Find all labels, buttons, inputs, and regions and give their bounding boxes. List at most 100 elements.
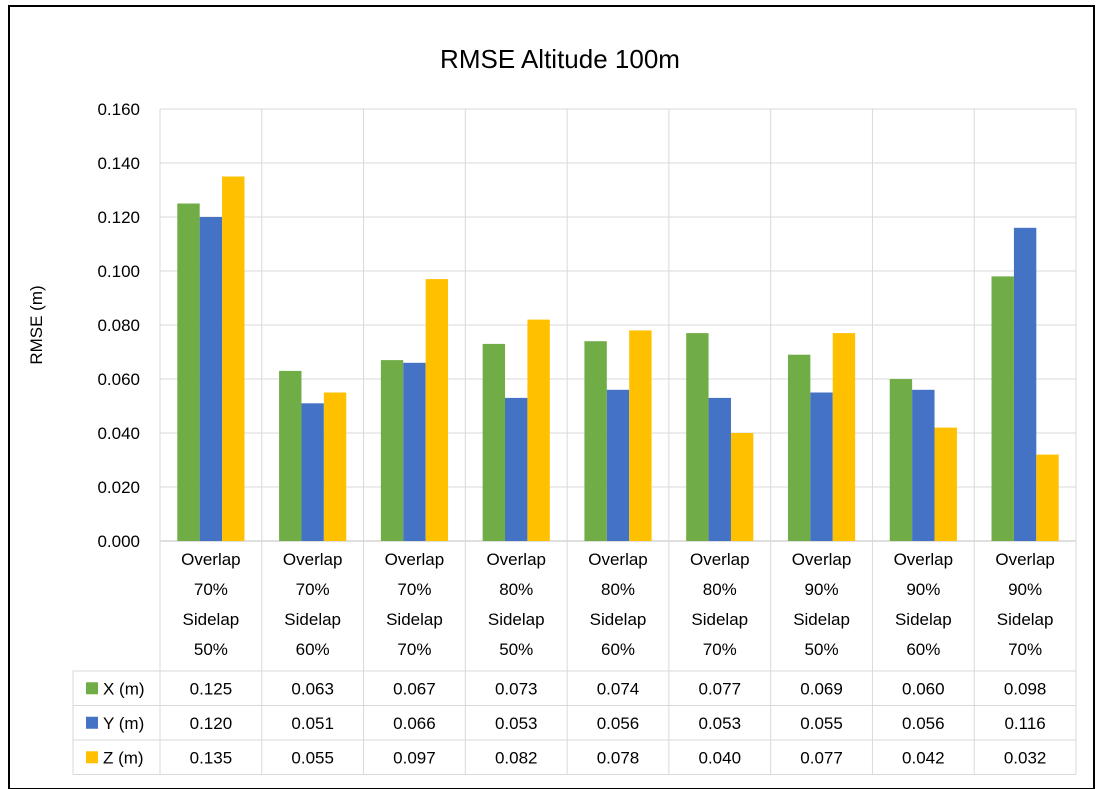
- category-label-line: Sidelap: [284, 610, 341, 629]
- table-cell-value: 0.042: [902, 748, 945, 767]
- category-label-line: Overlap: [385, 550, 445, 569]
- y-tick-label: 0.160: [97, 100, 140, 119]
- table-cell-value: 0.067: [393, 679, 436, 698]
- bar-ym-6: [708, 397, 731, 541]
- data-table: X (m) 0.125 0.063 0.067 0.073 0.074 0.077 0.069…: [72, 670, 1076, 775]
- bar-ym-3: [403, 362, 426, 541]
- table-cell-value: 0.053: [699, 714, 742, 733]
- y-tick-label: 0.140: [97, 154, 140, 173]
- bar-xm-7: [787, 354, 811, 541]
- y-tick-label: 0.000: [97, 532, 140, 551]
- category-label-line: Overlap: [486, 550, 546, 569]
- y-tick-label: 0.040: [97, 424, 140, 443]
- category-label-line: Sidelap: [691, 610, 748, 629]
- legend-key-ym: [86, 716, 98, 729]
- category-label-line: 70%: [194, 580, 228, 599]
- table-cell-value: 0.120: [190, 714, 233, 733]
- bar-xm-8: [889, 379, 913, 541]
- y-tick-label: 0.100: [97, 262, 140, 281]
- category-label-line: 60%: [296, 640, 330, 659]
- table-cell-value: 0.032: [1004, 748, 1047, 767]
- bar-zm-4: [527, 319, 550, 541]
- table-cell-value: 0.135: [190, 748, 233, 767]
- category-label-line: 50%: [499, 640, 533, 659]
- category-label-line: 60%: [601, 640, 635, 659]
- category-label-8: Overlap 90% Sidelap 60%: [894, 550, 954, 659]
- category-label-line: Sidelap: [183, 610, 240, 629]
- bar-zm-9: [1036, 454, 1059, 541]
- table-cell-value: 0.078: [597, 748, 640, 767]
- table-cell-value: 0.077: [699, 679, 742, 698]
- category-label-line: 90%: [1008, 580, 1042, 599]
- chart-title: RMSE Altitude 100m: [440, 44, 680, 74]
- table-cell-value: 0.055: [800, 714, 843, 733]
- category-labels: Overlap 70% Sidelap 50% Overlap 70% Sidelap 60%…: [181, 550, 1055, 659]
- category-label-9: Overlap 90% Sidelap 70%: [995, 550, 1055, 659]
- legend-key-zm: [86, 751, 98, 764]
- category-label-1: Overlap 70% Sidelap 50%: [181, 550, 241, 659]
- category-label-line: 80%: [601, 580, 635, 599]
- bar-zm-2: [323, 392, 347, 541]
- bar-xm-6: [686, 333, 709, 541]
- table-cell-value: 0.053: [495, 714, 538, 733]
- category-label-line: 50%: [805, 640, 839, 659]
- category-label-4: Overlap 80% Sidelap 50%: [486, 550, 546, 659]
- category-label-line: Overlap: [283, 550, 343, 569]
- category-label-line: 80%: [499, 580, 533, 599]
- category-label-line: 60%: [906, 640, 940, 659]
- category-label-line: 70%: [296, 580, 330, 599]
- bar-xm-5: [584, 341, 607, 541]
- bar-zm-5: [629, 330, 652, 541]
- bar-xm-2: [279, 370, 302, 541]
- category-label-line: 70%: [397, 640, 431, 659]
- legend-key-xm: [86, 682, 98, 695]
- bar-zm-6: [730, 433, 754, 541]
- category-label-line: 80%: [703, 580, 737, 599]
- y-tick-label: 0.020: [97, 478, 140, 497]
- category-label-3: Overlap 70% Sidelap 70%: [385, 550, 445, 659]
- category-label-line: Sidelap: [488, 610, 545, 629]
- bar-ym-2: [301, 403, 324, 541]
- y-tick-label: 0.120: [97, 208, 140, 227]
- category-label-line: Sidelap: [895, 610, 952, 629]
- bar-zm-7: [832, 333, 856, 541]
- table-cell-value: 0.055: [291, 748, 334, 767]
- category-label-line: 70%: [1008, 640, 1042, 659]
- table-cell-value: 0.082: [495, 748, 538, 767]
- bar-xm-3: [380, 360, 404, 541]
- category-label-7: Overlap 90% Sidelap 50%: [792, 550, 852, 659]
- category-label-line: 90%: [906, 580, 940, 599]
- table-cell-value: 0.056: [902, 714, 945, 733]
- bar-ym-8: [912, 389, 935, 541]
- bar-xm-1: [177, 203, 200, 541]
- table-cell-value: 0.063: [291, 679, 334, 698]
- y-tick-labels: 0.000 0.020 0.040 0.060 0.080 0.100 0.120 0.140…: [97, 100, 140, 551]
- table-cell-value: 0.077: [800, 748, 843, 767]
- category-label-line: Sidelap: [590, 610, 647, 629]
- bar-ym-5: [606, 389, 630, 541]
- category-label-line: Overlap: [894, 550, 954, 569]
- bar-zm-8: [934, 427, 957, 541]
- bar-zm-1: [222, 176, 245, 541]
- table-cell-value: 0.098: [1004, 679, 1047, 698]
- category-label-line: Sidelap: [386, 610, 443, 629]
- y-tick-label: 0.080: [97, 316, 140, 335]
- category-label-line: Overlap: [995, 550, 1055, 569]
- legend-label: Y (m): [103, 714, 144, 733]
- category-label-2: Overlap 70% Sidelap 60%: [283, 550, 343, 659]
- bar-zm-3: [425, 279, 449, 541]
- table-cell-value: 0.051: [291, 714, 334, 733]
- table-cell-value: 0.116: [1004, 714, 1045, 733]
- legend-label: Z (m): [103, 748, 144, 767]
- table-cell-value: 0.040: [699, 748, 742, 767]
- table-cell-value: 0.073: [495, 679, 538, 698]
- legend-label: X (m): [103, 679, 145, 698]
- bars: [177, 176, 1059, 542]
- category-label-line: Overlap: [690, 550, 750, 569]
- category-label-line: Sidelap: [793, 610, 850, 629]
- table-cell-value: 0.097: [393, 748, 436, 767]
- table-cell-value: 0.060: [902, 679, 945, 698]
- y-axis-title: RMSE (m): [27, 285, 46, 364]
- table-cell-value: 0.074: [597, 679, 640, 698]
